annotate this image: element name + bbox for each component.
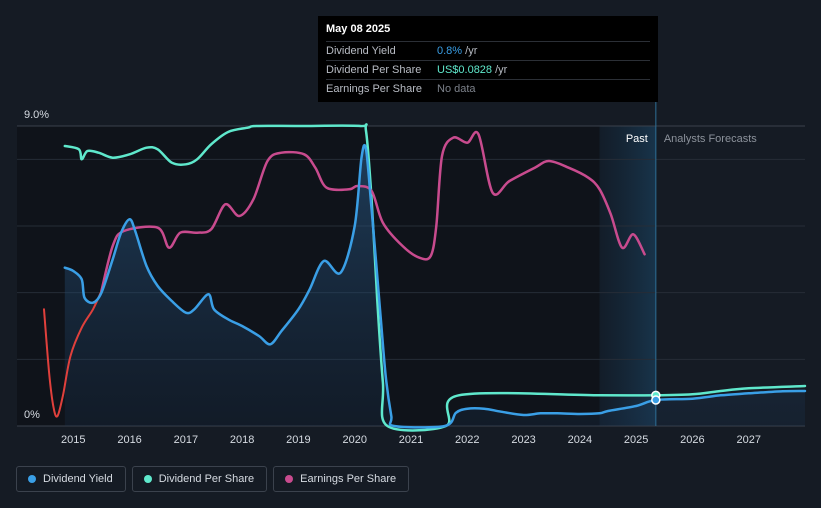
y-axis-label-bottom: 0% xyxy=(24,409,40,421)
legend-label: Dividend Per Share xyxy=(158,473,255,485)
tooltip-row-dividend-per-share: Dividend Per Share US$0.0828 /yr xyxy=(326,60,650,79)
legend-label: Earnings Per Share xyxy=(300,473,397,485)
dividend-per-share-line[interactable] xyxy=(63,123,807,432)
legend-dot-icon xyxy=(28,475,36,483)
x-tick-label: 2025 xyxy=(624,434,648,446)
x-tick-label: 2018 xyxy=(230,434,254,446)
x-tick-label: 2017 xyxy=(174,434,198,446)
x-tick-label: 2024 xyxy=(568,434,592,446)
past-label: Past xyxy=(626,133,648,145)
dividend-yield-area xyxy=(64,145,806,428)
x-tick-label: 2020 xyxy=(342,434,366,446)
x-tick-label: 2015 xyxy=(61,434,85,446)
earnings-per-share-line[interactable] xyxy=(100,130,646,293)
legend-item-earnings-per-share[interactable]: Earnings Per Share xyxy=(273,466,410,492)
tooltip-date: May 08 2025 xyxy=(326,23,391,35)
legend-dot-icon xyxy=(285,475,294,483)
tooltip-row-dividend-yield: Dividend Yield 0.8% /yr xyxy=(326,41,650,60)
tooltip-unit: /yr xyxy=(462,45,478,57)
x-tick-label: 2021 xyxy=(399,434,423,446)
earnings-per-share-negative-line[interactable] xyxy=(43,290,103,418)
past-highlight-band xyxy=(599,126,656,426)
legend-item-dividend-per-share[interactable]: Dividend Per Share xyxy=(131,466,268,492)
tooltip-label: Earnings Per Share xyxy=(326,83,422,95)
tooltip-value: 0.8% xyxy=(437,45,463,57)
tooltip-unit: /yr xyxy=(492,64,508,76)
analysts-forecasts-label: Analysts Forecasts xyxy=(664,133,757,145)
x-tick-label: 2019 xyxy=(286,434,310,446)
x-tick-label: 2027 xyxy=(736,434,760,446)
tooltip-row-earnings-per-share: Earnings Per Share No data xyxy=(326,79,650,98)
x-tick-label: 2023 xyxy=(511,434,535,446)
dividend-yield-line[interactable] xyxy=(63,143,807,429)
x-tick-label: 2016 xyxy=(117,434,141,446)
y-axis-label-top: 9.0% xyxy=(24,109,49,121)
x-tick-label: 2022 xyxy=(455,434,479,446)
legend-item-dividend-yield[interactable]: Dividend Yield xyxy=(16,466,126,492)
x-axis: 2015 2016 2017 2018 2019 2020 2021 2022 2023 2024… xyxy=(61,434,761,446)
tooltip-value: US$0.0828 xyxy=(437,64,493,76)
tooltip-label: Dividend Per Share xyxy=(326,64,422,76)
x-tick-label: 2026 xyxy=(680,434,704,446)
dividend-yield-marker[interactable] xyxy=(651,395,661,405)
legend-dot-icon xyxy=(143,475,152,483)
legend: Dividend Yield Dividend Per Share Earnin… xyxy=(16,466,415,492)
tooltip-label: Dividend Yield xyxy=(326,45,396,57)
tooltip: May 08 2025 Dividend Yield 0.8% /yr Divi… xyxy=(318,16,658,102)
legend-label: Dividend Yield xyxy=(43,473,113,485)
tooltip-value: No data xyxy=(437,83,476,95)
